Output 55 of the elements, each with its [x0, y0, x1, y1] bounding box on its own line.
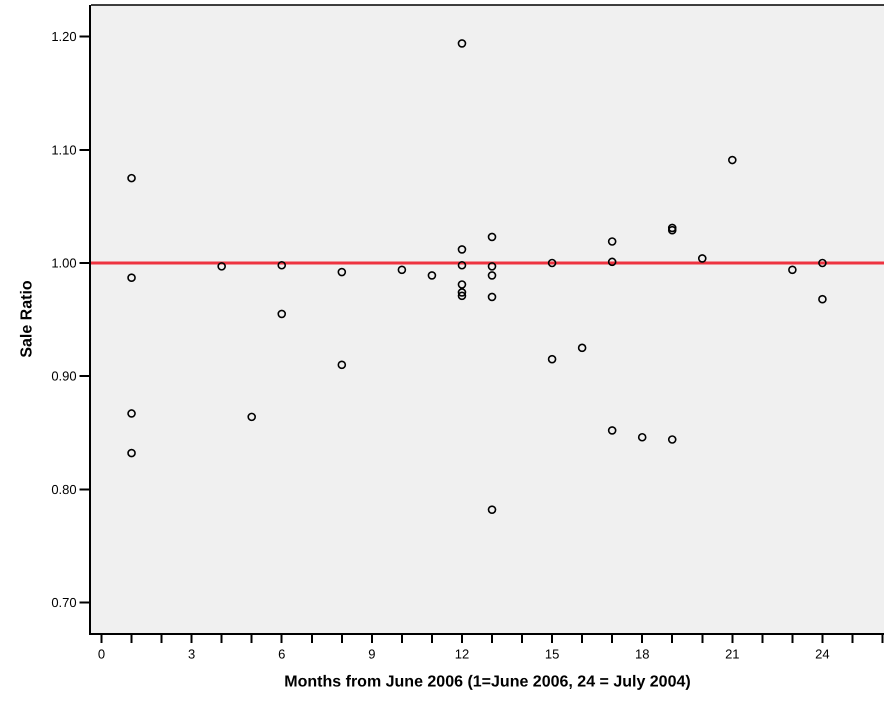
point [428, 271, 436, 280]
point [668, 224, 677, 232]
point [217, 262, 226, 271]
y-tick-label: 1.20 [51, 29, 77, 44]
x-tick-label: 0 [98, 646, 106, 662]
y-tick-label: 1.10 [51, 142, 77, 158]
point [548, 258, 556, 268]
point [698, 254, 707, 263]
point [638, 432, 646, 442]
point [127, 409, 136, 418]
y-axis-title: Sale Ratio [18, 280, 36, 358]
point [608, 258, 616, 266]
point [127, 448, 136, 458]
point [277, 260, 286, 270]
point [247, 412, 256, 422]
point [728, 156, 737, 164]
point [608, 426, 616, 435]
x-tick-label: 18 [634, 646, 650, 662]
point [127, 273, 136, 282]
point [488, 262, 496, 271]
point [398, 265, 406, 274]
point [338, 360, 346, 370]
point [458, 39, 466, 48]
point [548, 354, 556, 364]
point [818, 258, 827, 268]
x-tick-label: 9 [368, 646, 376, 662]
point [338, 268, 346, 276]
point [668, 226, 677, 234]
point [458, 260, 466, 270]
point [458, 292, 466, 300]
point [277, 310, 286, 318]
point [578, 344, 586, 352]
point [458, 288, 466, 297]
point [608, 237, 616, 246]
x-tick-label: 3 [188, 646, 196, 662]
x-tick-label: 15 [544, 646, 560, 662]
x-axis-title: Months from June 2006 (1=June 2006, 24 = July 2004) [284, 674, 691, 691]
point [458, 245, 466, 254]
x-tick-label: 24 [815, 646, 830, 662]
x-tick-label: 21 [725, 646, 740, 662]
y-tick-label: 0.80 [51, 482, 77, 497]
y-tick-label: 0.90 [51, 368, 77, 384]
point [668, 435, 677, 444]
point [788, 265, 797, 274]
point [458, 280, 466, 289]
y-tick-label: 0.70 [51, 595, 77, 610]
point [488, 271, 496, 280]
point [488, 232, 496, 242]
point [127, 174, 136, 182]
x-tick-label: 12 [454, 646, 470, 662]
point [818, 294, 827, 304]
y-tick-label: 1.00 [51, 256, 77, 271]
point [488, 292, 496, 302]
point [488, 505, 496, 514]
x-tick-label: 6 [278, 646, 286, 662]
